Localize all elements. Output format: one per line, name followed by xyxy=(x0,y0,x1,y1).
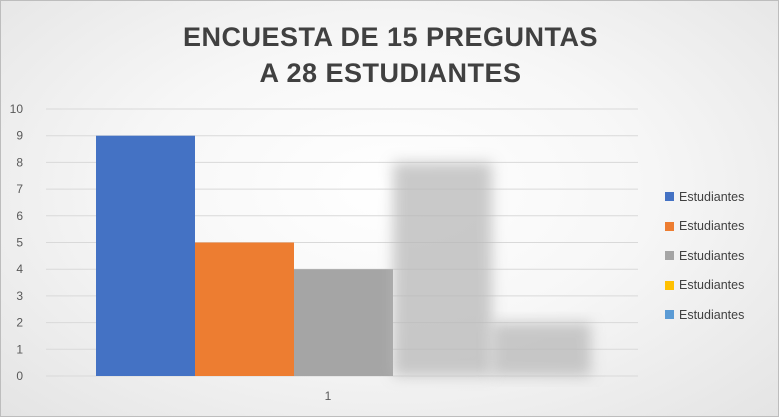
legend-label: Estudiantes xyxy=(679,219,745,234)
y-tick-label: 6 xyxy=(16,209,23,223)
y-tick-label: 0 xyxy=(16,369,23,383)
y-tick-label: 3 xyxy=(16,289,23,303)
legend-swatch xyxy=(665,280,674,290)
legend-label: Estudiantes xyxy=(679,248,745,263)
chart-title: ENCUESTA DE 15 PREGUNTAS A 28 ESTUDIANTE… xyxy=(1,19,779,91)
bar-series-4 xyxy=(393,162,492,376)
y-tick-label: 10 xyxy=(10,102,24,116)
legend-label: Estudiantes xyxy=(679,307,745,322)
y-tick-label: 7 xyxy=(16,182,23,196)
chart-title-line-1: ENCUESTA DE 15 PREGUNTAS xyxy=(182,22,599,52)
legend-item: Estudiantes xyxy=(665,182,744,212)
legend-item: Estudiantes xyxy=(665,271,744,301)
legend-swatch xyxy=(665,310,674,320)
y-tick-label: 9 xyxy=(16,129,23,143)
legend-swatch xyxy=(665,221,674,231)
legend-item: Estudiantes xyxy=(665,212,744,242)
legend-swatch xyxy=(665,192,674,202)
chart-legend: Estudiantes Estudiantes Estudiantes Estudia… xyxy=(665,182,744,330)
bar-series-1 xyxy=(96,135,195,376)
legend-item: Estudiantes xyxy=(665,241,744,271)
legend-item: Estudiantes xyxy=(665,300,744,330)
bar-series-3 xyxy=(294,269,393,376)
bar-series-5 xyxy=(492,322,591,376)
legend-swatch xyxy=(665,251,674,261)
bar-series-2 xyxy=(195,242,294,376)
x-tick-label: 1 xyxy=(325,389,332,403)
y-tick-label: 4 xyxy=(16,262,23,276)
y-tick-label: 8 xyxy=(16,155,23,169)
y-tick-label: 5 xyxy=(16,236,23,250)
y-tick-label: 1 xyxy=(16,342,23,356)
y-tick-label: 2 xyxy=(16,316,23,330)
chart-title-line-2: A 28 ESTUDIANTES xyxy=(259,58,522,88)
legend-label: Estudiantes xyxy=(679,189,745,204)
legend-label: Estudiantes xyxy=(679,278,745,293)
